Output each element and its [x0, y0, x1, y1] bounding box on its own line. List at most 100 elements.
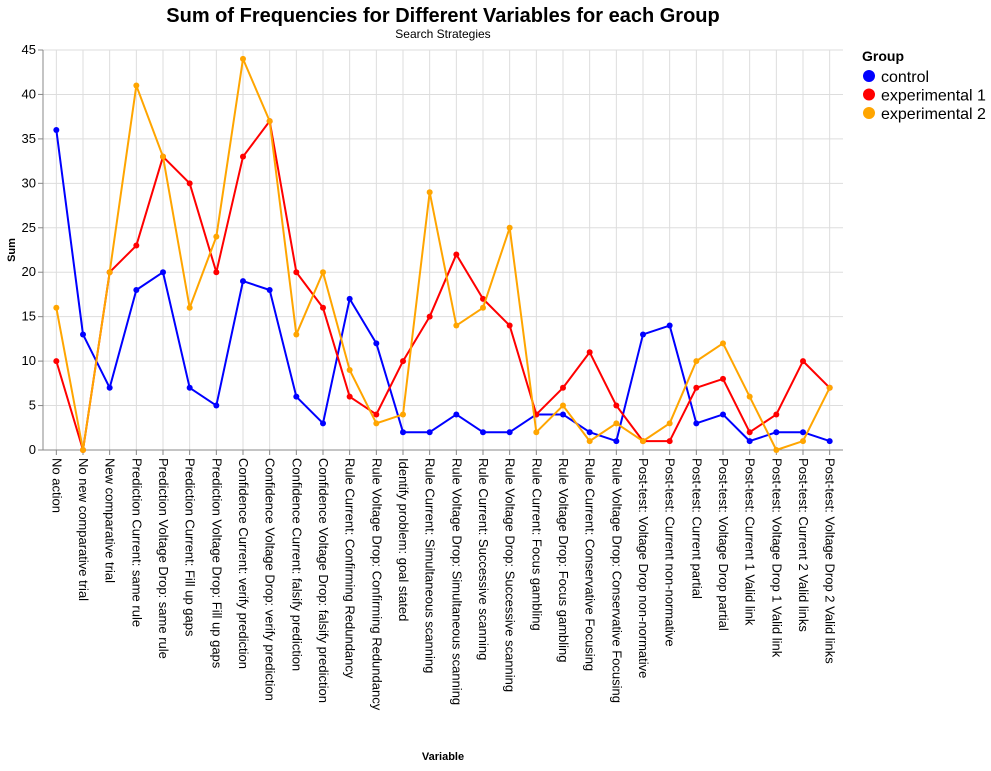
data-point — [800, 438, 806, 445]
data-point — [106, 384, 113, 391]
y-tick-label: 15 — [22, 309, 36, 324]
data-point — [186, 304, 193, 311]
x-tick-label: Rule Current: Conservative Focusing — [583, 458, 598, 671]
y-tick-label: 40 — [22, 86, 36, 101]
data-point — [800, 358, 806, 365]
x-tick-label: Post-test: Voltage Drop non-normative — [636, 458, 651, 678]
data-point — [266, 287, 273, 293]
data-point — [373, 420, 380, 427]
data-point — [133, 82, 140, 89]
legend-item: control — [863, 69, 929, 86]
x-tick-label: Rule Voltage Drop: Focus gambling — [556, 458, 571, 663]
data-point — [533, 429, 540, 436]
data-point — [133, 287, 140, 293]
x-tick-label: No new comparative trial — [76, 458, 91, 601]
data-point — [400, 411, 406, 418]
x-tick-label: Rule Current: Successive scanning — [476, 458, 491, 660]
x-tick-label: Post-test: Voltage Drop 1 Valid link — [769, 458, 784, 658]
data-point — [213, 269, 220, 276]
y-tick-label: 10 — [22, 353, 36, 368]
x-tick-label: Confidence Voltage Drop: verify predicti… — [263, 458, 278, 701]
x-tick-label: Post-test: Voltage Drop 2 Valid links — [823, 458, 838, 664]
series-layer — [53, 55, 833, 453]
y-tick-label: 30 — [22, 175, 36, 190]
y-tick-label: 45 — [22, 42, 36, 57]
data-point — [826, 384, 833, 391]
data-point — [746, 429, 753, 436]
data-point — [453, 411, 460, 418]
data-point — [560, 402, 566, 409]
data-point — [773, 411, 780, 418]
data-point — [400, 429, 406, 436]
legend: Group control experimental 1experimental … — [862, 48, 986, 123]
data-point — [346, 367, 353, 373]
y-tick-label: 25 — [22, 220, 36, 235]
series-experimental-2 — [53, 55, 833, 453]
x-tick-label: Confidence Current: verify prediction — [236, 458, 251, 669]
x-tick-label: No action — [49, 458, 64, 513]
x-tick-label: Post-test: Voltage Drop partial — [716, 458, 731, 631]
grid — [43, 49, 843, 451]
data-point — [426, 429, 433, 436]
data-point — [320, 269, 326, 276]
x-tick-label: Rule Current: Simultaneous scanning — [423, 458, 438, 673]
data-point — [80, 331, 86, 338]
x-tick-label: Post-test: Current partial — [689, 458, 704, 599]
data-point — [373, 340, 380, 347]
x-tick-label: Rule Voltage Drop: Simultaneous scanning — [449, 458, 464, 705]
data-point — [213, 402, 220, 409]
data-point — [560, 411, 566, 418]
series-control — [53, 127, 833, 445]
data-point — [293, 393, 300, 400]
data-point — [480, 304, 486, 311]
data-point — [320, 420, 326, 427]
data-point — [426, 313, 433, 320]
data-point — [640, 331, 646, 338]
data-point — [53, 127, 60, 133]
x-tick-label: Prediction Voltage Drop: same rule — [156, 458, 171, 659]
legend-symbol — [863, 88, 875, 101]
data-point — [506, 322, 513, 329]
data-point — [586, 438, 593, 445]
series-line — [55, 120, 831, 451]
y-axis-title: Sum — [6, 238, 18, 262]
x-tick-label: New comparative trial — [103, 458, 118, 583]
data-point — [640, 438, 646, 445]
y-tick-label: 0 — [29, 442, 36, 457]
legend-item: experimental 2 — [863, 106, 986, 123]
data-point — [186, 180, 193, 187]
x-tick-label: Rule Current: Focus gambling — [529, 458, 544, 631]
data-point — [773, 429, 780, 436]
legend-title: Group — [862, 48, 904, 64]
x-tick-label: Rule Voltage Drop: Successive scanning — [503, 458, 518, 692]
data-point — [586, 429, 593, 436]
legend-label: experimental 2 — [881, 106, 986, 123]
data-point — [746, 393, 753, 400]
x-tick-label: Post-test: Current 2 Valid links — [796, 458, 811, 632]
x-tick-label: Prediction Current: same rule — [129, 458, 144, 627]
x-tick-label: Prediction Voltage Drop: Fill up gaps — [209, 458, 224, 669]
x-axis-title: Variable — [422, 751, 464, 763]
data-point — [346, 393, 353, 400]
data-point — [613, 402, 620, 409]
data-point — [293, 331, 300, 338]
data-point — [240, 153, 246, 160]
data-point — [560, 384, 566, 391]
chart-title: Sum of Frequencies for Different Variabl… — [166, 5, 719, 27]
series-experimental-1 — [53, 118, 833, 453]
axes: 0 5 10 15 20 25 30 35 40 45 No action No new compar… — [22, 42, 843, 711]
data-point — [293, 269, 300, 276]
series-line — [55, 129, 830, 443]
data-point — [266, 118, 273, 125]
data-point — [186, 384, 193, 391]
data-point — [80, 447, 86, 453]
data-point — [480, 429, 486, 436]
data-point — [160, 269, 166, 276]
legend-symbol — [863, 70, 875, 82]
y-tick-label: 35 — [22, 131, 36, 146]
data-point — [506, 429, 513, 436]
data-point — [746, 438, 753, 445]
x-tick-label: Post-test: Current 1 Valid link — [743, 458, 758, 626]
data-point — [720, 375, 726, 382]
